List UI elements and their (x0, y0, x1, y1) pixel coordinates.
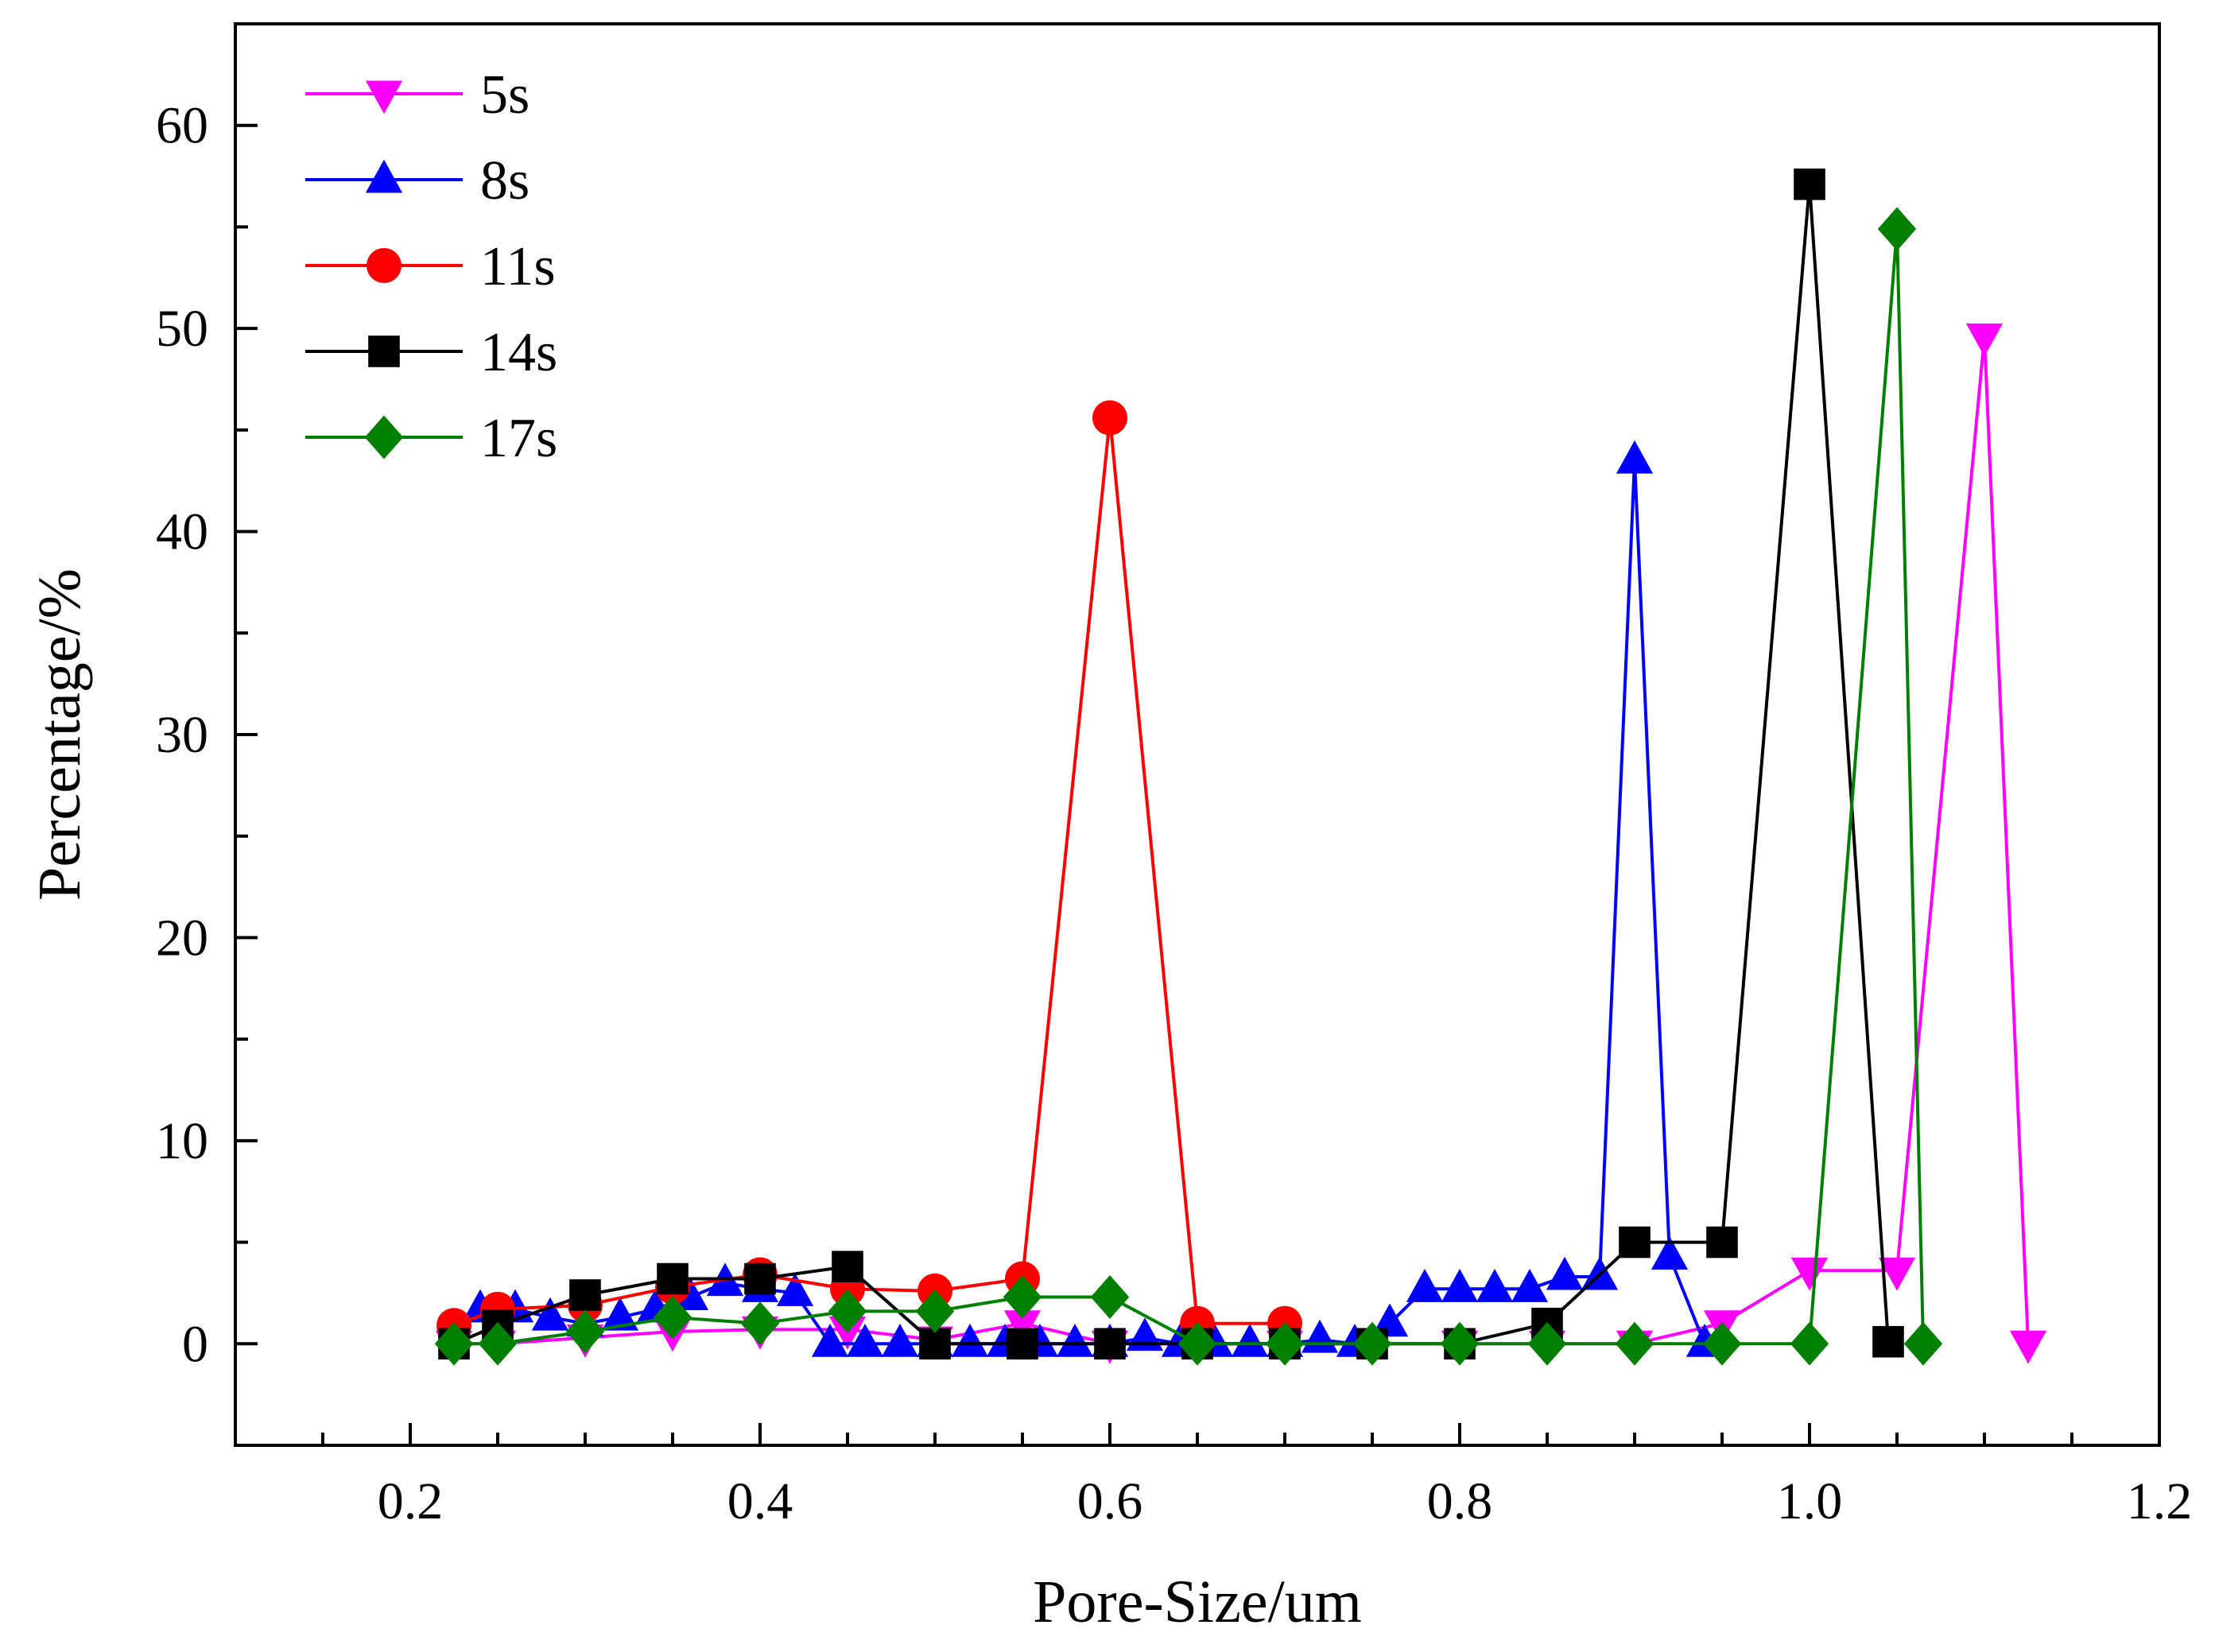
legend-item-14s: 14s (305, 322, 557, 383)
legend-item-8s: 8s (305, 150, 530, 211)
y-axis-title: Percentage/% (26, 568, 93, 901)
legend-item-11s: 11s (305, 236, 556, 297)
data-point-5s (2009, 1330, 2047, 1364)
legend-label: 14s (480, 322, 557, 383)
data-point-17s (565, 1309, 605, 1354)
legend-marker (367, 248, 401, 283)
x-tick-label: 0.4 (727, 1472, 793, 1530)
data-point-17s (434, 1321, 474, 1366)
data-point-17s (915, 1289, 955, 1333)
data-point-17s (478, 1321, 518, 1366)
x-tick-label: 1.2 (2127, 1472, 2193, 1530)
data-point-17s (828, 1289, 867, 1333)
data-point-14s (1619, 1226, 1651, 1258)
data-point-17s (1352, 1321, 1392, 1366)
legend-label: 8s (480, 150, 530, 211)
y-tick-label: 40 (156, 503, 208, 561)
data-point-8s (1301, 1319, 1339, 1353)
x-tick-label: 0.2 (378, 1472, 444, 1530)
data-point-8s (1546, 1256, 1584, 1290)
x-tick-label: 0.8 (1427, 1472, 1493, 1530)
series-14s (438, 168, 1904, 1360)
data-point-14s (1872, 1325, 1904, 1358)
data-point-17s (653, 1295, 692, 1340)
data-point-8s (1511, 1269, 1549, 1302)
data-point-8s (811, 1323, 849, 1357)
data-point-17s (1615, 1321, 1654, 1366)
legend-marker (364, 415, 404, 460)
legend-marker (365, 159, 403, 193)
x-tick-label: 1.0 (1777, 1472, 1843, 1530)
x-axis-title: Pore-Size/um (1033, 1569, 1362, 1635)
series-17s (434, 207, 1943, 1366)
data-point-8s (1056, 1323, 1094, 1357)
axes: 0.2 0.4 0.6 0.8 1.0 1.2 0 10 20 30 40 50 60 (156, 22, 2193, 1530)
data-point-17s (1090, 1275, 1130, 1320)
data-point-11s (1092, 400, 1127, 436)
data-point-8s (1406, 1269, 1444, 1302)
data-point-8s (1616, 440, 1654, 474)
data-point-14s (1794, 168, 1825, 200)
legend-marker (365, 80, 403, 114)
data-point-17s (1903, 1321, 1943, 1366)
data-point-17s (1790, 1321, 1829, 1366)
data-point-14s (919, 1328, 951, 1360)
series-11s (436, 400, 1302, 1344)
series-layer (434, 168, 2047, 1366)
series-line-14s (453, 184, 1890, 1346)
legend-label: 11s (480, 236, 556, 297)
data-point-14s (744, 1262, 776, 1295)
data-point-14s (657, 1262, 689, 1295)
y-tick-label: 50 (156, 300, 208, 358)
y-tick-label: 0 (182, 1315, 208, 1373)
data-point-14s (1007, 1328, 1038, 1360)
legend-item-5s: 5s (305, 64, 530, 126)
data-point-14s (1706, 1226, 1738, 1258)
series-line-17s (454, 228, 1925, 1346)
data-point-8s (601, 1297, 639, 1331)
data-point-17s (1177, 1321, 1217, 1366)
data-point-8s (1441, 1269, 1479, 1302)
data-point-5s (1965, 323, 2004, 357)
data-point-14s (832, 1251, 863, 1283)
data-point-17s (1265, 1321, 1305, 1366)
data-point-14s (1094, 1328, 1126, 1360)
y-tick-label: 30 (156, 706, 208, 764)
legend-label: 17s (480, 408, 557, 469)
y-tick-label: 10 (156, 1112, 208, 1170)
y-tick-label: 20 (156, 909, 208, 967)
data-point-17s (1702, 1321, 1742, 1366)
data-point-5s (1003, 1310, 1042, 1344)
data-point-5s (1878, 1257, 1916, 1291)
data-point-14s (569, 1279, 601, 1311)
data-point-8s (776, 1273, 814, 1306)
series-line-5s (454, 336, 2030, 1346)
legend-item-17s: 17s (305, 408, 557, 469)
data-point-8s (1651, 1236, 1689, 1270)
data-point-8s (531, 1297, 569, 1331)
data-point-17s (1877, 207, 1917, 251)
data-point-17s (1527, 1321, 1567, 1366)
legend-marker (368, 335, 400, 367)
data-point-5s (1790, 1257, 1829, 1291)
data-point-17s (1440, 1321, 1480, 1366)
data-point-17s (740, 1301, 780, 1346)
x-tick-label: 0.6 (1077, 1472, 1143, 1530)
data-point-8s (1476, 1269, 1514, 1302)
data-point-8s (881, 1323, 919, 1357)
series-5s (435, 323, 2047, 1364)
legend: 5s 8s 11s 14s 17s (305, 64, 557, 469)
series-line-11s (453, 417, 1285, 1328)
y-tick-label: 60 (156, 97, 208, 155)
data-point-8s (1231, 1323, 1269, 1357)
legend-label: 5s (480, 64, 530, 126)
data-point-17s (1003, 1275, 1042, 1320)
data-point-8s (846, 1323, 884, 1357)
data-point-8s (951, 1323, 989, 1357)
